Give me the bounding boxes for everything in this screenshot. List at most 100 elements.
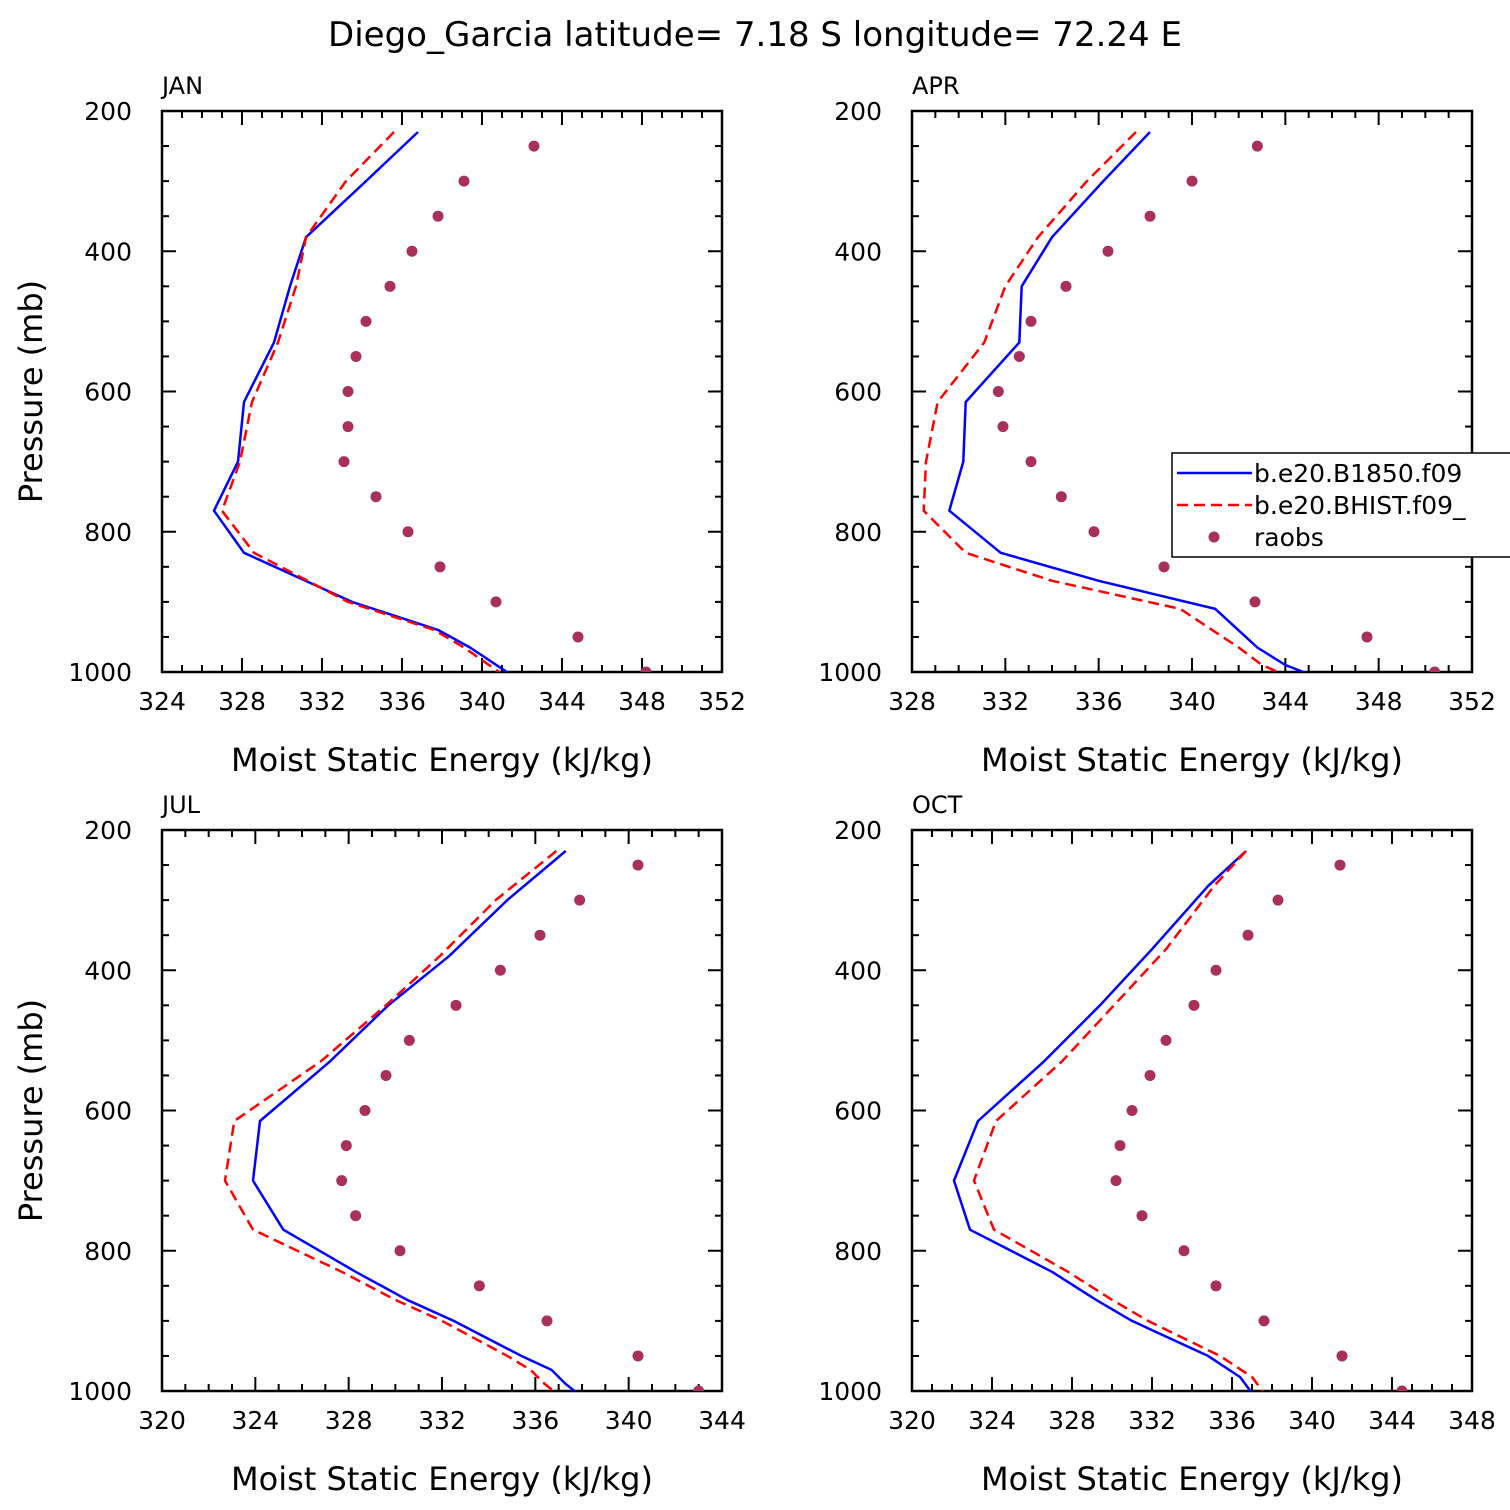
x-tick-label: 336: [378, 687, 426, 716]
y-tick-label: 1000: [68, 1377, 132, 1406]
x-axis-label: Moist Static Energy (kJ/kg): [981, 741, 1403, 779]
raobs-point: [997, 421, 1009, 433]
raobs-point: [1334, 859, 1346, 871]
raobs-point: [1251, 140, 1263, 152]
raobs-point: [632, 1350, 644, 1362]
x-tick-label: 344: [538, 687, 586, 716]
x-tick-label: 344: [698, 1406, 746, 1435]
x-tick-label: 336: [511, 1406, 559, 1435]
x-tick-label: 324: [231, 1406, 279, 1435]
raobs-point: [534, 929, 546, 941]
series-line-bhist: [223, 850, 558, 1391]
x-tick-label: 328: [325, 1406, 373, 1435]
x-tick-label: 348: [618, 687, 666, 716]
y-tick-label: 400: [834, 237, 882, 266]
y-tick-label: 800: [834, 518, 882, 547]
raobs-point: [458, 175, 470, 187]
plot-frame: [160, 828, 724, 1393]
raobs-point: [528, 140, 540, 152]
panel-label: APR: [912, 72, 960, 100]
raobs-point: [640, 666, 652, 672]
x-axis-label: Moist Static Energy (kJ/kg): [231, 1460, 653, 1498]
panel-label: JAN: [160, 72, 203, 100]
x-tick-label: 320: [888, 1406, 936, 1435]
y-tick-label: 1000: [818, 658, 882, 687]
raobs-point: [574, 894, 586, 906]
raobs-point: [342, 386, 354, 397]
raobs-point: [434, 561, 446, 573]
y-tick-label: 600: [834, 378, 882, 407]
x-tick-label: 340: [1288, 1406, 1336, 1435]
raobs-point: [572, 631, 584, 643]
raobs-point: [350, 350, 362, 362]
panel-label: JUL: [160, 791, 201, 819]
panel-jan: JAN 324 328 332 336 340 344 348 352 200 400 600 800 1…: [12, 72, 746, 779]
raobs-point: [1025, 315, 1037, 327]
series-line-bhist: [922, 131, 1282, 672]
raobs-point: [1249, 596, 1261, 608]
y-tick-label: 1000: [68, 658, 132, 687]
x-tick-label: 332: [418, 1406, 466, 1435]
y-tick-label: 800: [84, 1237, 132, 1266]
y-tick-label: 600: [84, 1097, 132, 1126]
raobs-point: [1102, 245, 1114, 257]
x-axis-label: Moist Static Energy (kJ/kg): [981, 1460, 1403, 1498]
series-line-b1850: [212, 131, 510, 672]
panels: JAN 324 328 332 336 340 344 348 352 200 400 600 800 1…: [12, 72, 1496, 1498]
raobs-point: [450, 999, 462, 1011]
raobs-point: [1013, 350, 1025, 362]
raobs-point: [992, 386, 1004, 397]
raobs-point: [360, 315, 372, 327]
y-tick-label: 200: [84, 97, 132, 126]
raobs-point: [1186, 175, 1198, 187]
raobs-point: [342, 421, 354, 433]
raobs-point: [338, 456, 350, 468]
raobs-point: [406, 245, 418, 257]
panel-oct: OCT 320 324 328 332 336 340 344 348 200 400 600 800 1…: [818, 791, 1495, 1498]
x-tick-label: 348: [1355, 687, 1403, 716]
series-line-bhist: [220, 131, 502, 672]
x-tick-label: 340: [458, 687, 506, 716]
raobs-point: [1114, 1140, 1126, 1152]
raobs-point: [1210, 964, 1222, 976]
y-tick-label: 200: [84, 816, 132, 845]
y-tick-label: 800: [834, 1237, 882, 1266]
x-tick-label: 324: [138, 687, 186, 716]
raobs-point: [1396, 1385, 1408, 1391]
raobs-point: [394, 1245, 406, 1257]
raobs-point: [693, 1385, 705, 1391]
raobs-point: [1158, 561, 1170, 573]
raobs-point: [1361, 631, 1373, 643]
legend-marker-dot: [1208, 531, 1220, 543]
raobs-point: [1178, 1245, 1190, 1257]
raobs-point: [1136, 1210, 1148, 1222]
raobs-point: [1060, 280, 1072, 292]
y-tick-label: 400: [834, 956, 882, 985]
panel-apr: APR 328 332 336 340 344 348 352 200 400 600 800 1000…: [818, 72, 1495, 779]
y-tick-label: 600: [84, 378, 132, 407]
raobs-point: [384, 280, 396, 292]
x-tick-label: 344: [1368, 1406, 1416, 1435]
x-tick-label: 328: [218, 687, 266, 716]
x-tick-label: 348: [1448, 1406, 1496, 1435]
plot-frame: [160, 109, 724, 674]
series-group: [223, 850, 705, 1391]
series-group: [952, 850, 1408, 1391]
legend-label: b.e20.B1850.f09: [1254, 459, 1462, 488]
series-line-bhist: [972, 850, 1264, 1391]
x-axis-label: Moist Static Energy (kJ/kg): [231, 741, 653, 779]
legend: b.e20.B1850.f09 b.e20.BHIST.f09_raobs: [1171, 452, 1510, 558]
y-tick-label: 600: [834, 1097, 882, 1126]
series-line-b1850: [952, 850, 1252, 1391]
series-group: [212, 131, 652, 672]
raobs-point: [432, 210, 444, 222]
raobs-point: [494, 964, 506, 976]
x-tick-label: 332: [1128, 1406, 1176, 1435]
panel-label: OCT: [912, 791, 963, 819]
raobs-point: [1210, 1280, 1222, 1292]
x-tick-label: 352: [698, 687, 746, 716]
x-tick-label: 324: [968, 1406, 1016, 1435]
raobs-point: [1110, 1175, 1122, 1187]
raobs-point: [1055, 491, 1067, 503]
y-tick-label: 1000: [818, 1377, 882, 1406]
